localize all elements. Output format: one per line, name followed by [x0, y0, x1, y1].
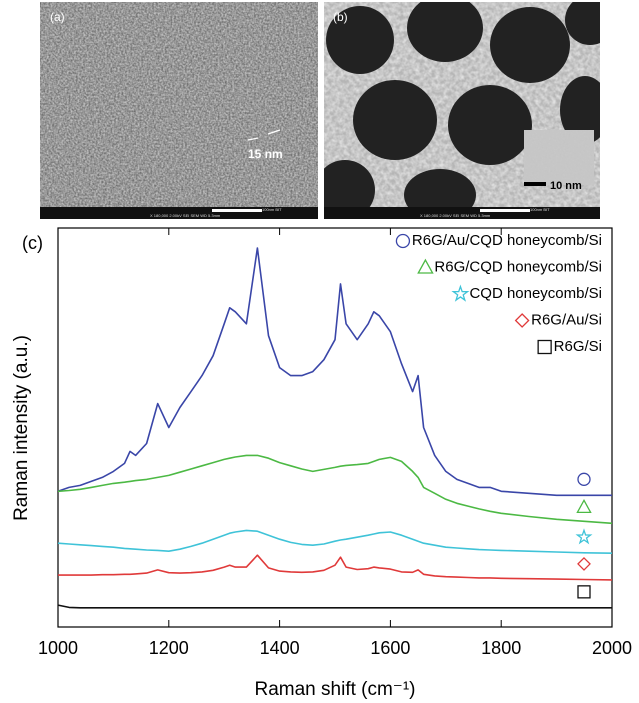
- info-bar: X 180,000 2.00kV SEI SEM WD 5.3mm: [150, 213, 221, 218]
- plot: 1000 1200 1400 1600 1800 2000 R6G/Au/CQD honey…: [38, 228, 632, 658]
- bar-label: 100nm BIT: [530, 207, 550, 212]
- legend-marker: [396, 235, 409, 248]
- page: (a) 15 nm X 180,000 2.00kV SEI SEM WD 5.…: [0, 0, 639, 703]
- series-line: [58, 605, 612, 608]
- image-label: (b): [333, 10, 348, 24]
- x-tick-label: 1600: [370, 638, 410, 658]
- panel-label: (c): [22, 233, 43, 253]
- legend-label: R6G/Au/Si: [531, 311, 602, 328]
- series-line: [58, 530, 612, 553]
- y-axis-label: Raman intensity (a.u.): [11, 335, 32, 521]
- legend-marker: [538, 341, 551, 354]
- legend-marker: [453, 287, 467, 301]
- x-tick-label: 2000: [592, 638, 632, 658]
- legend-label: R6G/Au/CQD honeycomb/Si: [412, 232, 602, 249]
- series-line: [58, 455, 612, 523]
- x-tick-label: 1400: [260, 638, 300, 658]
- series-end-marker: [578, 558, 590, 570]
- series-end-marker: [578, 473, 590, 485]
- sem-image-b: (b) 10 nm X 180,000 2.00kV SEI SEM WD 5.…: [315, 0, 615, 221]
- legend-marker: [516, 314, 529, 327]
- inset-scale-label: 10 nm: [550, 180, 582, 192]
- figure: (a) 15 nm X 180,000 2.00kV SEI SEM WD 5.…: [0, 0, 639, 703]
- info-bar: X 180,000 2.00kV SEI SEM WD 5.3mm: [420, 213, 491, 218]
- sem-image-a: (a) 15 nm X 180,000 2.00kV SEI SEM WD 5.…: [40, 2, 318, 219]
- series-end-marker: [577, 530, 590, 542]
- series-line: [58, 555, 612, 580]
- x-tick-label: 1000: [38, 638, 78, 658]
- bar-label: 100nm BIT: [262, 207, 282, 212]
- legend-marker: [418, 260, 432, 273]
- series-end-marker: [577, 500, 590, 512]
- image-label: (a): [50, 10, 65, 24]
- scale-label: 15 nm: [248, 147, 283, 161]
- x-tick-label: 1200: [149, 638, 189, 658]
- legend-label: R6G/Si: [554, 338, 602, 355]
- x-axis-label: Raman shift (cm⁻¹): [255, 679, 416, 700]
- legend-label: CQD honeycomb/Si: [469, 285, 602, 302]
- series-end-marker: [578, 586, 590, 598]
- x-tick-label: 1800: [481, 638, 521, 658]
- legend-label: R6G/CQD honeycomb/Si: [434, 258, 602, 275]
